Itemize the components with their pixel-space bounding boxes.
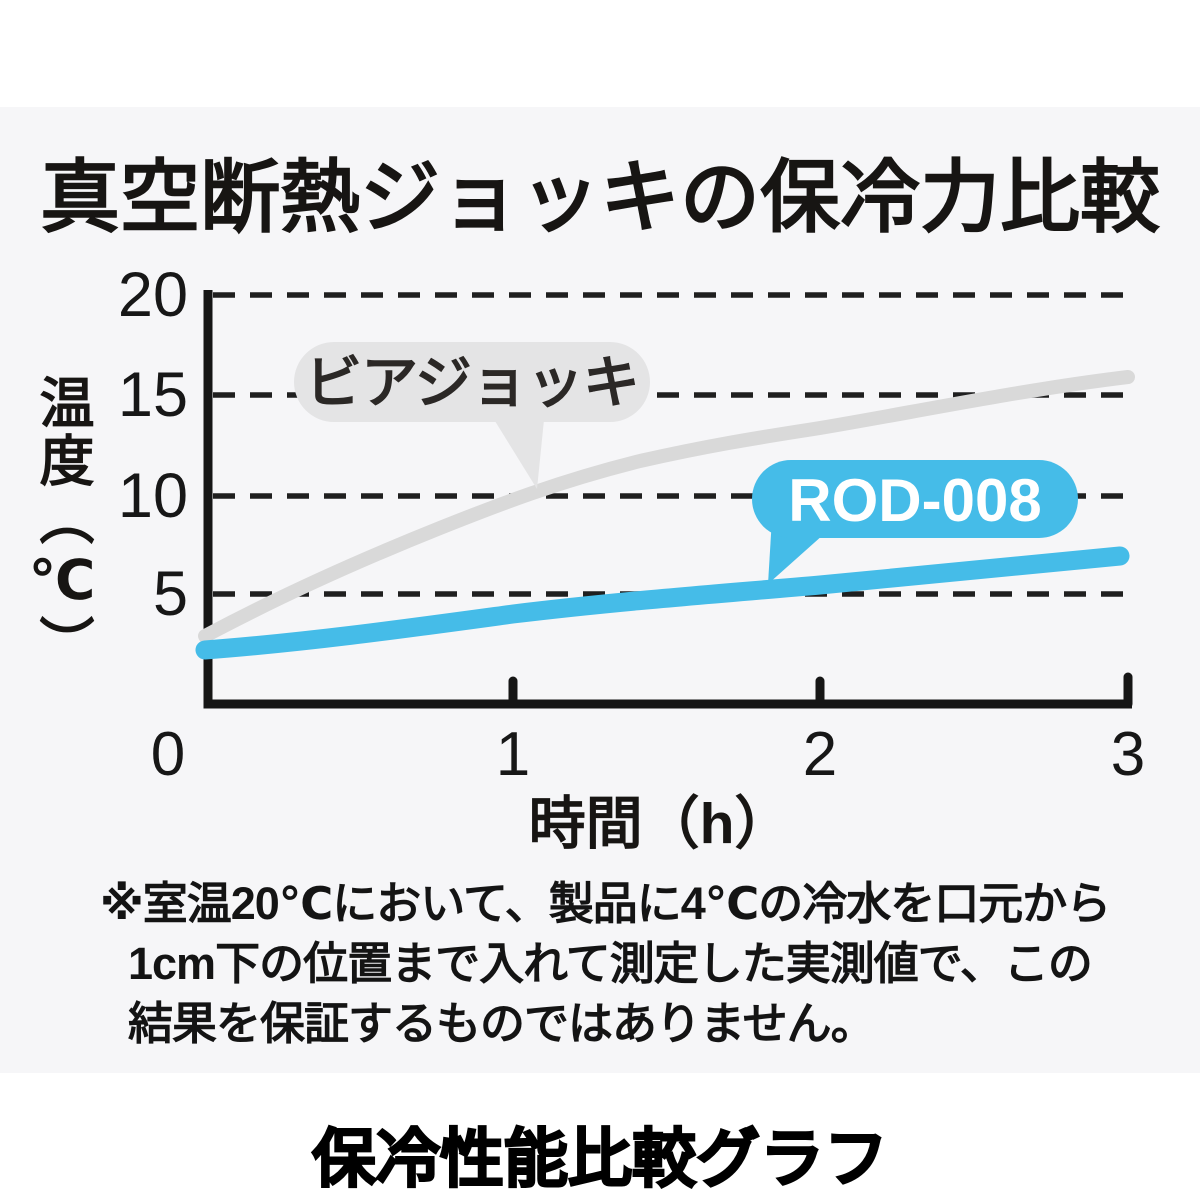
beer-jug-bubble-label: ビアジョッキ — [305, 351, 639, 415]
chart-panel — [0, 107, 1200, 1073]
chart-plot: ビアジョッキ ROD-008 — [195, 290, 1135, 709]
footnote: ※室温20℃において、製品に4℃の冷水を口元から 1cm下の位置まで入れて測定し… — [100, 874, 1170, 1054]
beer-jug-bubble-body — [294, 342, 650, 422]
bottom-caption: 保冷性能比較グラフ — [311, 1122, 889, 1196]
x-tick-3: 3 — [1110, 720, 1146, 789]
x-axis-ticks — [508, 672, 1133, 709]
gridlines — [213, 292, 1135, 597]
page-title: 真空断熱ジョッキの保冷力比較 — [40, 153, 1160, 242]
footnote-line-1: ※室温20℃において、製品に4℃の冷水を口元から — [100, 878, 1111, 929]
x-tick-0: 0 — [150, 720, 186, 789]
y-tick-15: 15 — [117, 360, 188, 430]
x-axis-title: 時間（h） — [528, 792, 792, 856]
series-rod008-line — [195, 546, 1130, 660]
footnote-line-3: 結果を保証するものではありません。 — [128, 998, 876, 1049]
y-axis-title: 温度（℃） — [31, 374, 93, 673]
rod008-bubble: ROD-008 — [752, 460, 1078, 584]
y-tick-10: 10 — [117, 461, 188, 531]
series-beer-jug-line — [198, 370, 1135, 643]
x-tick-1: 1 — [495, 720, 531, 789]
x-tick-2: 2 — [802, 720, 838, 789]
beer-jug-bubble-tail — [482, 400, 546, 489]
rod008-bubble-label: ROD-008 — [788, 467, 1041, 534]
y-tick-20: 20 — [117, 260, 188, 330]
rod008-bubble-body — [752, 460, 1078, 538]
footnote-line-2: 1cm下の位置まで入れて測定した実測値で、この — [128, 938, 1093, 989]
beer-jug-bubble: ビアジョッキ — [294, 342, 650, 489]
y-tick-5: 5 — [152, 559, 188, 629]
